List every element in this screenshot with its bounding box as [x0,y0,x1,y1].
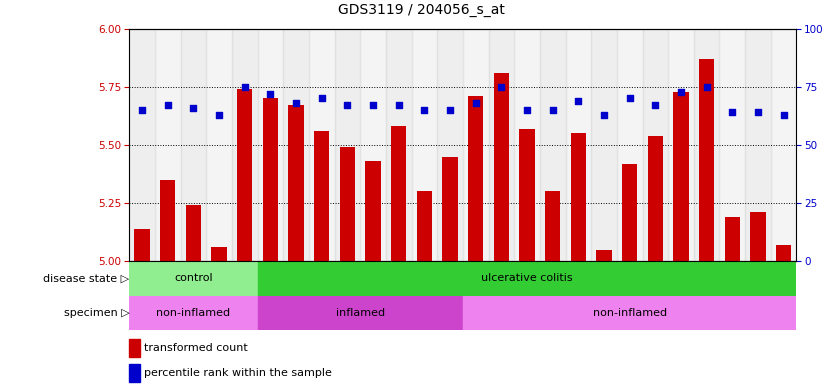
Bar [386,29,411,261]
Bar [263,98,278,261]
Point [315,95,329,101]
Bar [289,106,304,261]
Bar [622,164,637,261]
Bar [494,73,509,261]
Point [571,98,585,104]
Point [751,109,765,116]
Point [777,112,791,118]
Text: transformed count: transformed count [144,343,248,353]
Bar [129,29,155,261]
Bar [129,261,258,296]
Bar [751,212,766,261]
Bar [596,250,611,261]
Bar [258,261,796,296]
Bar [540,29,565,261]
Point [392,103,405,109]
Bar [668,29,694,261]
Point [444,107,457,113]
Text: disease state ▷: disease state ▷ [43,273,129,283]
Bar [339,147,355,261]
Point [623,95,636,101]
Point [187,105,200,111]
Bar [237,89,253,261]
Bar [186,205,201,261]
Point [341,103,354,109]
Bar [411,29,437,261]
Bar [417,191,432,261]
Point [289,100,303,106]
Point [366,103,379,109]
Point [546,107,560,113]
Bar [468,96,484,261]
Bar [489,29,515,261]
Bar [391,126,406,261]
Bar [725,217,740,261]
Bar [442,157,458,261]
Bar [181,29,206,261]
Bar [745,29,771,261]
Bar [720,29,745,261]
Bar [309,29,334,261]
Point [726,109,739,116]
Bar [314,131,329,261]
Bar [437,29,463,261]
Bar [565,29,591,261]
Text: specimen ▷: specimen ▷ [63,308,129,318]
Text: percentile rank within the sample: percentile rank within the sample [144,368,332,378]
Text: non-inflamed: non-inflamed [593,308,666,318]
Bar [673,91,689,261]
Text: ulcerative colitis: ulcerative colitis [481,273,573,283]
Bar [642,29,668,261]
Point [238,84,251,90]
Point [469,100,482,106]
Bar [545,191,560,261]
Bar [365,161,381,261]
Bar [591,29,617,261]
Bar [206,29,232,261]
Bar [160,180,175,261]
Text: GDS3119 / 204056_s_at: GDS3119 / 204056_s_at [338,3,505,17]
Point [700,84,713,90]
Bar [648,136,663,261]
Point [418,107,431,113]
Bar [515,29,540,261]
Bar [284,29,309,261]
Bar [360,29,386,261]
Bar [520,129,535,261]
Point [135,107,148,113]
Bar [463,296,796,330]
Point [161,103,174,109]
Text: control: control [174,273,213,283]
Bar [211,247,227,261]
Bar [334,29,360,261]
Bar [129,339,140,356]
Point [495,84,508,90]
Text: non-inflamed: non-inflamed [156,308,230,318]
Bar [129,296,258,330]
Bar [134,228,150,261]
Bar [570,133,586,261]
Bar [771,29,796,261]
Bar [232,29,258,261]
Bar [776,245,791,261]
Point [264,91,277,97]
Bar [258,29,284,261]
Bar [258,296,463,330]
Bar [617,29,642,261]
Point [520,107,534,113]
Point [597,112,610,118]
Point [675,88,688,94]
Bar [463,29,489,261]
Bar [699,59,715,261]
Point [213,112,226,118]
Point [649,103,662,109]
Bar [155,29,181,261]
Text: inflamed: inflamed [335,308,384,318]
Bar [694,29,720,261]
Bar [129,364,140,381]
